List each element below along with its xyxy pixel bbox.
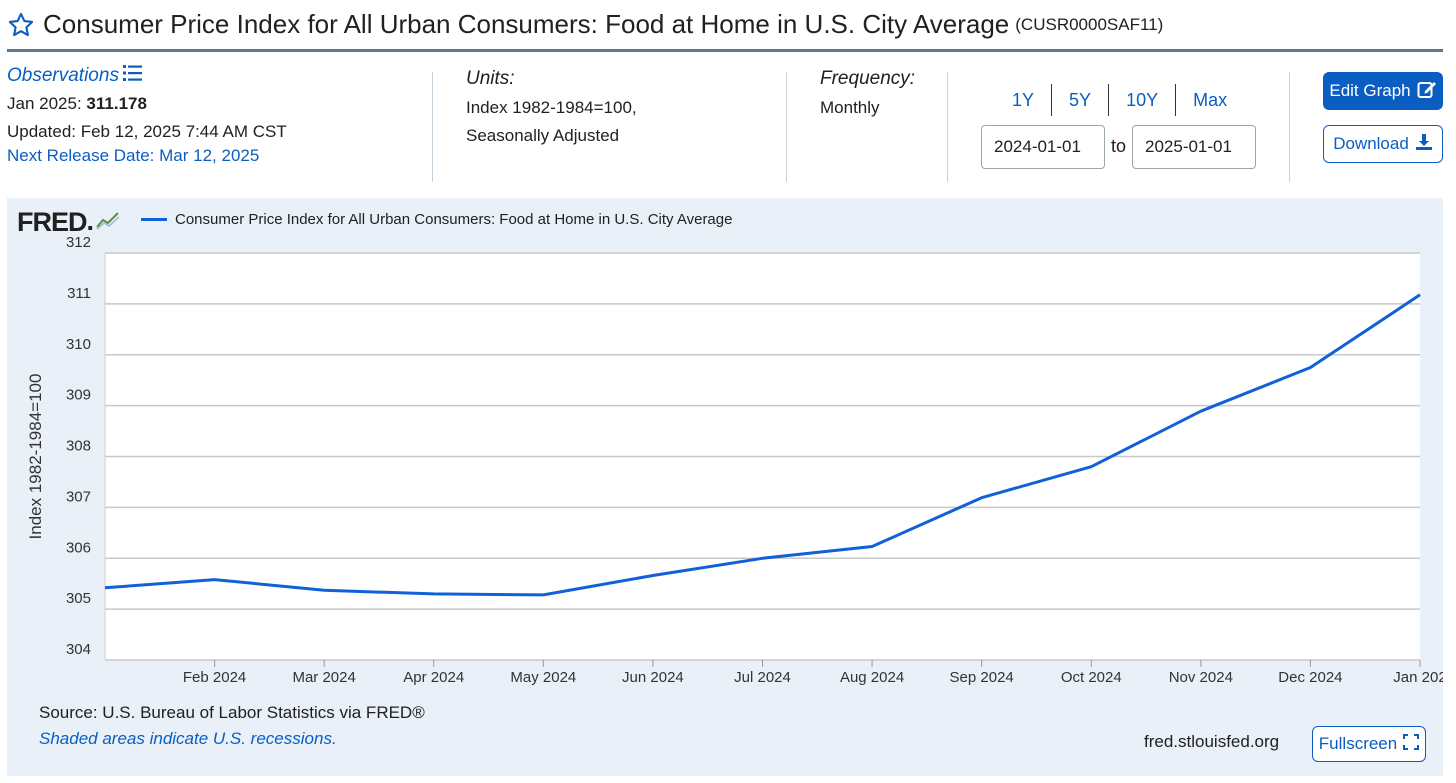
series-id: (CUSR0000SAF11) [1015,14,1164,34]
x-tick-label: Mar 2024 [292,669,355,686]
download-icon [1415,133,1433,156]
y-axis-title: Index 1982-1984=100 [26,374,45,540]
x-tick-label: Aug 2024 [840,669,904,686]
next-release-link[interactable]: Next Release Date: Mar 12, 2025 [7,146,260,165]
units-line1: Index 1982-1984=100, [466,98,637,117]
y-tick-label: 309 [66,387,91,404]
x-tick-label: Jul 2024 [734,669,791,686]
x-tick-label: Nov 2024 [1169,669,1233,686]
chart-legend: Consumer Price Index for All Urban Consu… [141,211,732,228]
fullscreen-button[interactable]: Fullscreen [1312,726,1426,762]
x-tick-label: Jun 2024 [622,669,684,686]
data-point [980,496,984,500]
divider [947,72,948,182]
x-tick-label: Oct 2024 [1061,669,1122,686]
x-tick-label: Sep 2024 [950,669,1014,686]
range-10y-button[interactable]: 10Y [1126,89,1159,110]
updated-text: Updated: Feb 12, 2025 7:44 AM CST [7,122,287,141]
range-max-button[interactable]: Max [1193,89,1228,110]
series-line [104,293,1421,597]
fullscreen-icon [1403,733,1420,755]
download-label: Download [1333,134,1409,153]
data-point [1308,365,1312,369]
title-row: Consumer Price Index for All Urban Consu… [7,0,1443,52]
data-point [541,593,545,597]
y-tick-label: 308 [66,438,91,455]
range-5y-button[interactable]: 5Y [1069,89,1092,110]
divider [1108,84,1110,116]
x-tick-label: Jan 202 [1393,669,1443,686]
data-point [1418,293,1422,297]
star-outline-icon[interactable] [7,11,35,39]
frequency-block: Frequency: Monthly [820,64,940,182]
edit-icon [1417,79,1437,104]
y-tick-label: 311 [67,285,91,302]
legend-swatch [141,218,167,221]
y-tick-label: 312 [66,234,91,251]
fred-url: fred.stlouisfed.org [1144,732,1280,751]
data-point [761,556,765,560]
y-tick-label: 310 [66,336,91,353]
to-label: to [1111,136,1127,156]
data-point [1089,465,1093,469]
y-tick-label: 305 [66,590,91,607]
units-label: Units: [466,68,515,89]
range-selector: 1Y 5Y 10Y Max [995,84,1244,116]
fred-logo-text: FRED [17,206,87,237]
data-point [1199,409,1203,413]
divider [432,72,433,182]
fullscreen-label: Fullscreen [1318,734,1398,753]
x-tick-label: Dec 2024 [1278,669,1342,686]
frequency-value: Monthly [820,98,880,117]
recession-note: Shaded areas indicate U.S. recessions. [39,729,337,748]
units-line2: Seasonally Adjusted [466,126,620,145]
source-text: Source: U.S. Bureau of Labor Statistics … [39,703,425,722]
data-point [651,574,655,578]
y-tick-label: 307 [66,488,91,505]
x-tick-label: May 2024 [510,669,576,686]
data-point [432,592,436,596]
x-tick-label: Apr 2024 [403,669,464,686]
page-title: Consumer Price Index for All Urban Consu… [43,9,1010,39]
data-point [322,588,326,592]
data-point [213,578,217,582]
end-date-input[interactable] [1132,125,1256,169]
units-block: Units: Index 1982-1984=100, Seasonally A… [466,64,766,182]
y-tick-label: 306 [66,539,91,556]
data-point [103,586,107,590]
chart-panel: FRED. Consumer Price Index for All Urban… [7,198,1443,776]
divider [786,72,787,182]
frequency-label: Frequency: [820,68,916,89]
divider [1175,84,1177,116]
observations-label: Observations [7,65,119,86]
data-point [870,545,874,549]
line-chart[interactable]: 304 305 306 307 308 309 310 311 312 Feb 2024 Mar 2… [7,198,1443,698]
x-tick-label: Feb 2024 [183,669,246,686]
latest-value: 311.178 [86,94,147,113]
fred-logo: FRED. [17,206,121,237]
y-tick-label: 304 [66,641,91,658]
start-date-input[interactable] [981,125,1105,169]
range-1y-button[interactable]: 1Y [1012,89,1035,110]
divider [1051,84,1053,116]
fred-chart-icon [96,206,121,237]
download-button[interactable]: Download [1323,125,1443,163]
legend-label: Consumer Price Index for All Urban Consu… [175,211,733,228]
series-meta: Observations Jan 2025: 311.178 Updated: … [0,64,1456,188]
edit-graph-label: Edit Graph [1329,81,1411,100]
latest-observation: Jan 2025: 311.178 [7,90,427,118]
latest-date: Jan 2025: [7,94,82,113]
edit-graph-button[interactable]: Edit Graph [1323,72,1443,110]
fred-logo-mark: . [86,206,94,236]
divider [1289,72,1290,182]
observations-link[interactable]: Observations [7,64,427,88]
observations-block: Observations Jan 2025: 311.178 Updated: … [7,64,427,182]
list-icon [122,64,143,88]
